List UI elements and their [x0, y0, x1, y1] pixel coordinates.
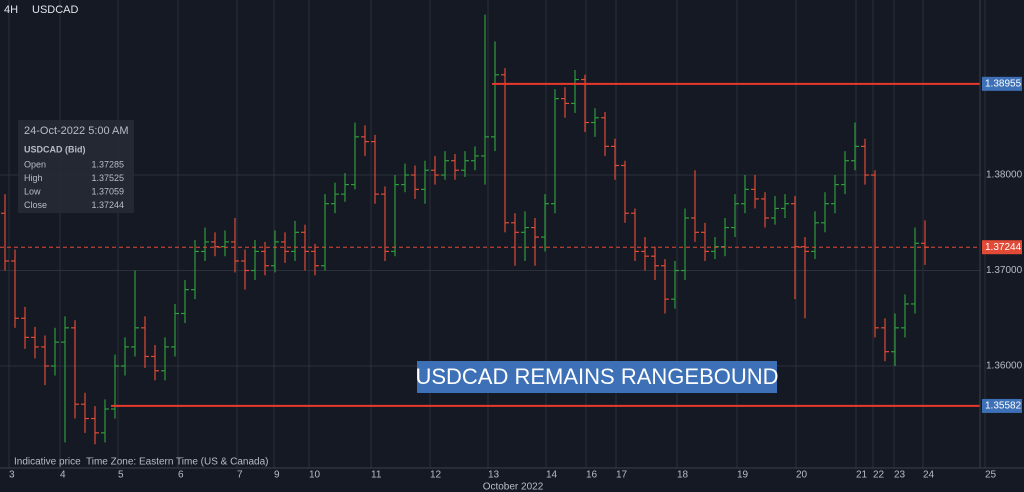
tooltip-rows: Open 1.37285 High 1.37525 Low 1.37059 Close 1.3…: [24, 159, 124, 210]
x-tick-label: 19: [737, 470, 749, 481]
tooltip: 24-Oct-2022 5:00 AM USDCAD (Bid) Open 1.3…: [18, 120, 134, 213]
tooltip-value: 1.37059: [91, 186, 124, 196]
x-tick-label: 16: [586, 470, 598, 481]
x-tick-label: 12: [430, 470, 442, 481]
symbol: USDCAD: [32, 4, 79, 16]
level-label: 1.35582: [985, 401, 1022, 412]
last-price-box: [982, 240, 1022, 255]
x-tick-label: 7: [237, 470, 243, 481]
level-label: 1.38955: [985, 78, 1022, 89]
annotation-text: USDCAD REMAINS RANGEBOUND: [415, 364, 778, 389]
x-tick-label: 6: [178, 470, 184, 481]
level-label-box: [982, 398, 1022, 413]
tooltip-value: 1.37244: [91, 200, 124, 210]
x-tick-label: 24: [923, 470, 935, 481]
footer: Time Zone: Eastern Time (US & Canada): [86, 457, 268, 468]
x-tick-label: 20: [796, 470, 808, 481]
annotation: USDCAD REMAINS RANGEBOUND: [415, 361, 779, 393]
last-price-label: 1.37244: [985, 242, 1022, 253]
tooltip-value: 1.37285: [91, 159, 124, 169]
x-tick-label: 11: [371, 470, 382, 481]
y-tick-label: 1.36000: [986, 361, 1023, 372]
x-tick-label: 9: [274, 470, 280, 481]
footer: Indicative price: [14, 457, 81, 468]
x-tick-label: 13: [488, 470, 500, 481]
y-tick-label: 1.38000: [986, 170, 1023, 181]
y-tick-label: 1.37000: [986, 265, 1023, 276]
tooltip-label: Close: [24, 200, 47, 210]
x-tick-label: 18: [677, 470, 689, 481]
tooltip-value: 1.37525: [91, 173, 124, 183]
x-tick-label: 3: [9, 470, 15, 481]
bars: [1, 14, 929, 445]
annotation-box: [417, 361, 777, 393]
x-tick-label: 4: [60, 470, 66, 481]
x-tick-label: 14: [546, 470, 558, 481]
x-tick-label: 17: [616, 470, 628, 481]
timeframe: 4H: [4, 4, 18, 16]
level-label-box: [982, 76, 1022, 91]
x-tick-label: 10: [309, 470, 321, 481]
tooltip-title: USDCAD (Bid): [24, 144, 86, 154]
tooltip-label: Low: [24, 186, 41, 196]
x-axis-title: October 2022: [483, 482, 544, 492]
tooltip-date: 24-Oct-2022 5:00 AM: [24, 125, 129, 137]
x-tick-label: 25: [985, 470, 997, 481]
x-tick-label: 5: [118, 470, 124, 481]
tooltip-label: High: [24, 173, 43, 183]
tooltip-label: Open: [24, 159, 46, 169]
x-tick-label: 23: [894, 470, 906, 481]
x-tick-label: 21: [856, 470, 868, 481]
tooltip-box: [18, 120, 134, 213]
x-tick-label: 22: [873, 470, 885, 481]
overlay: [0, 82, 980, 407]
